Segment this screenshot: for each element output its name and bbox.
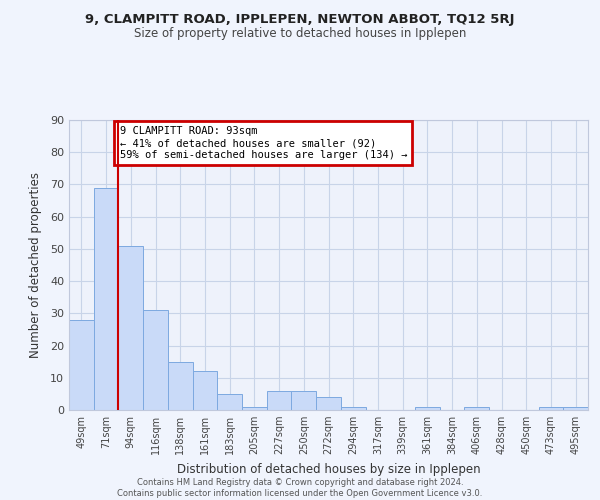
Text: 9, CLAMPITT ROAD, IPPLEPEN, NEWTON ABBOT, TQ12 5RJ: 9, CLAMPITT ROAD, IPPLEPEN, NEWTON ABBOT… [85, 12, 515, 26]
Text: 9 CLAMPITT ROAD: 93sqm
← 41% of detached houses are smaller (92)
59% of semi-det: 9 CLAMPITT ROAD: 93sqm ← 41% of detached… [119, 126, 407, 160]
Bar [316, 397, 341, 410]
Y-axis label: Number of detached properties: Number of detached properties [29, 172, 41, 358]
Text: Size of property relative to detached houses in Ipplepen: Size of property relative to detached ho… [134, 28, 466, 40]
Bar [118, 246, 143, 410]
Bar [143, 310, 168, 410]
Bar [341, 407, 365, 410]
Bar [539, 407, 563, 410]
Bar [292, 390, 316, 410]
Bar [464, 407, 489, 410]
Bar [563, 407, 588, 410]
Text: Contains HM Land Registry data © Crown copyright and database right 2024.
Contai: Contains HM Land Registry data © Crown c… [118, 478, 482, 498]
Bar [242, 407, 267, 410]
Bar [94, 188, 118, 410]
Bar [193, 372, 217, 410]
Bar [415, 407, 440, 410]
Bar [168, 362, 193, 410]
X-axis label: Distribution of detached houses by size in Ipplepen: Distribution of detached houses by size … [176, 462, 481, 475]
Bar [69, 320, 94, 410]
Bar [267, 390, 292, 410]
Bar [217, 394, 242, 410]
